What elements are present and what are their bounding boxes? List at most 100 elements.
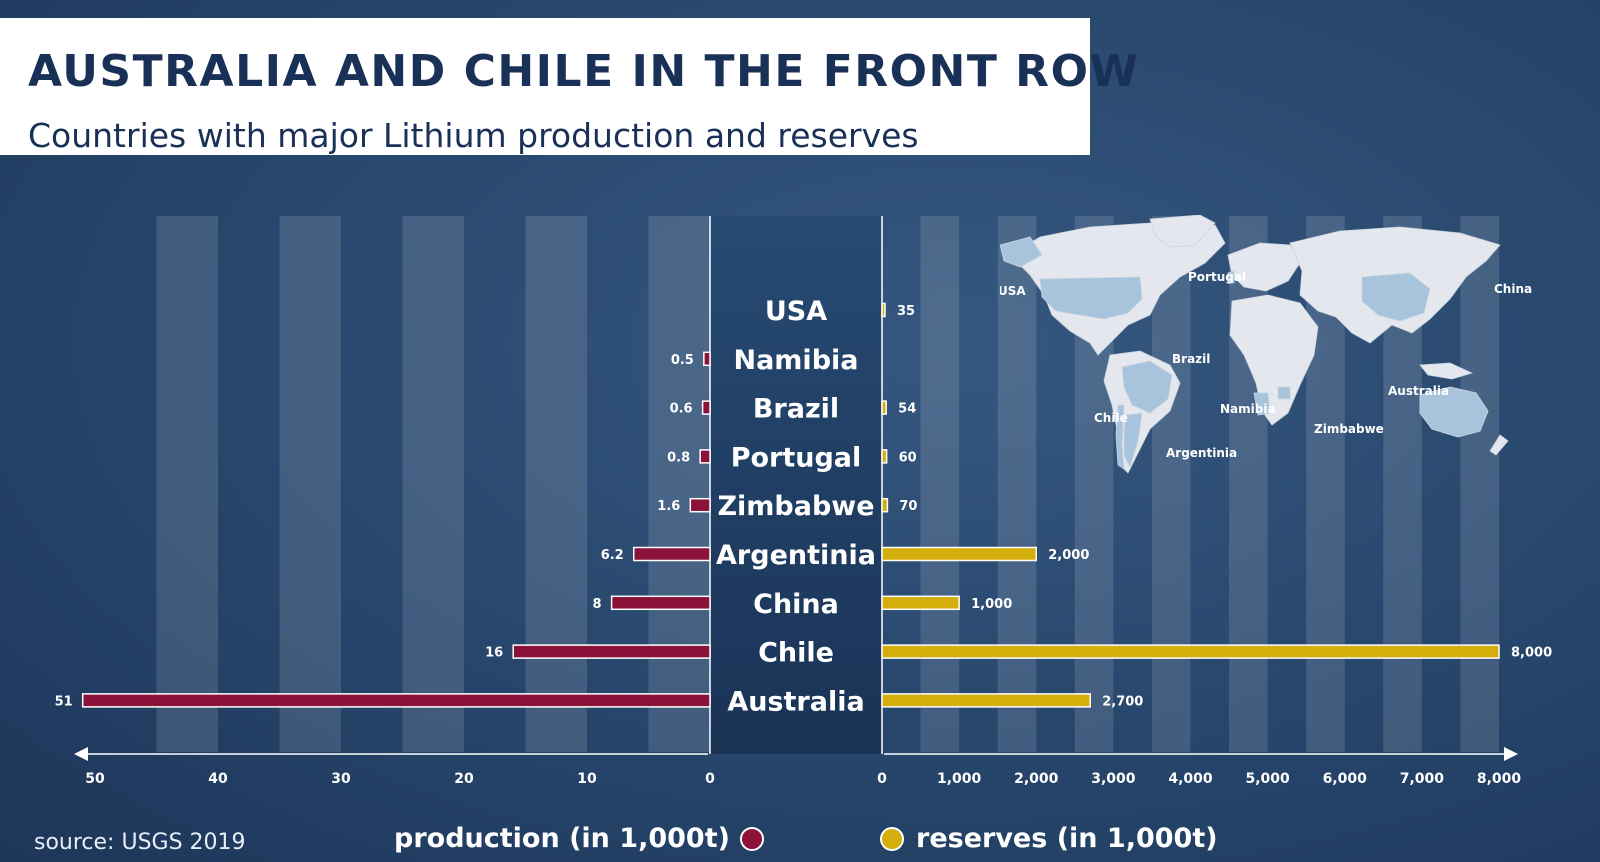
map-label-australia: Australia	[1388, 384, 1449, 398]
grid-stripe	[997, 216, 1037, 752]
category-label: Portugal	[731, 442, 862, 473]
land-indonesia	[1419, 362, 1474, 380]
reserves-bar	[881, 449, 888, 464]
tick-label-right: 3,000	[1091, 771, 1136, 787]
production-bar	[699, 449, 711, 464]
grid-stripe	[648, 216, 710, 752]
legend-reserves-label: reserves (in 1,000t)	[916, 823, 1218, 854]
production-bar	[81, 693, 711, 708]
highlight-argentina	[1123, 412, 1143, 469]
tick-label-right: 8,000	[1477, 771, 1522, 787]
reserves-bar	[881, 302, 886, 318]
category-label: Argentinia	[716, 540, 876, 571]
reserves-value-label: 60	[899, 450, 917, 465]
grid-stripe	[1151, 216, 1191, 752]
reserves-bar	[881, 400, 887, 415]
x-axis-left	[74, 747, 708, 761]
category-label: USA	[765, 296, 827, 327]
tick-label-right: 1,000	[937, 771, 982, 787]
category-label: Chile	[758, 638, 834, 669]
tick-label-left: 10	[577, 771, 597, 787]
legend-reserves-swatch	[880, 826, 904, 851]
map-label-brazil: Brazil	[1172, 352, 1210, 366]
axis-arrow-right	[1504, 747, 1518, 761]
reserves-bar	[881, 546, 1037, 562]
tick-label-right: 7,000	[1400, 771, 1445, 787]
grid-stripe	[402, 216, 464, 752]
reserves-value-label: 2,000	[1048, 548, 1089, 563]
map-label-china: China	[1494, 282, 1532, 296]
production-bar	[512, 644, 711, 659]
production-bar	[703, 351, 711, 367]
production-value-label: 0.5	[671, 353, 694, 368]
source-note: source: USGS 2019	[34, 830, 246, 855]
category-label: Zimbabwe	[717, 491, 874, 522]
tick-label-right: 5,000	[1245, 771, 1290, 787]
production-bar	[701, 400, 711, 415]
category-label: Brazil	[753, 394, 839, 425]
production-value-label: 6.2	[601, 548, 624, 563]
tick-label-right: 2,000	[1014, 771, 1059, 787]
reserves-value-label: 1,000	[971, 597, 1012, 612]
grid-stripe	[525, 216, 587, 752]
production-value-label: 16	[485, 646, 503, 661]
grid-stripe	[1460, 216, 1499, 752]
map-label-portugal: Portugal	[1188, 270, 1246, 284]
production-value-label: 0.8	[667, 450, 690, 465]
tick-label-right: 6,000	[1323, 771, 1368, 787]
map-label-namibia: Namibia	[1220, 402, 1276, 416]
reserves-bar	[881, 693, 1091, 708]
production-value-label: 8	[593, 597, 602, 612]
title-box: AUSTRALIA AND CHILE IN THE FRONT ROW Cou…	[0, 18, 1138, 155]
production-bar	[689, 497, 711, 513]
category-label: Namibia	[733, 345, 858, 376]
reserves-bar	[881, 595, 960, 611]
tick-label-left: 40	[208, 771, 228, 787]
category-label: China	[753, 589, 839, 620]
production-value-label: 1.6	[657, 499, 680, 514]
production-bar	[632, 546, 711, 562]
legend-production-swatch	[739, 826, 764, 851]
chart-title: AUSTRALIA AND CHILE IN THE FRONT ROW	[28, 46, 1140, 97]
land-new-zealand	[1489, 434, 1509, 456]
highlight-alaska	[999, 236, 1043, 268]
production-value-label: 51	[55, 694, 73, 709]
reserves-value-label: 54	[898, 402, 916, 417]
legend-production-label: production (in 1,000t)	[394, 823, 730, 854]
axis-arrow-left	[74, 747, 88, 761]
tick-label-left: 20	[454, 771, 474, 787]
highlight-chile	[1115, 404, 1125, 470]
land-europe	[1227, 242, 1301, 292]
x-axis-right	[884, 747, 1518, 761]
tick-label-left: 50	[85, 771, 105, 787]
highlight-china	[1361, 272, 1431, 322]
highlight-namibia	[1253, 392, 1271, 416]
land-greenland	[1149, 214, 1216, 248]
tick-label-right: 4,000	[1168, 771, 1213, 787]
grid-stripe	[279, 216, 341, 752]
highlight-portugal	[1227, 270, 1235, 284]
grid-stripe	[156, 216, 218, 752]
world-map: USA Portugal China Brazil Chile Namibia …	[998, 214, 1540, 489]
highlight-usa	[1039, 276, 1143, 320]
map-label-chile: Chile	[1094, 411, 1128, 425]
production-value-label: 0.6	[670, 402, 693, 417]
reserves-value-label: 35	[897, 304, 915, 319]
legend-production: production (in 1,000t)	[394, 823, 764, 854]
chart-subtitle: Countries with major Lithium production …	[28, 116, 919, 155]
reserves-bar	[881, 497, 889, 513]
production-bar	[610, 595, 711, 611]
map-label-zimbabwe: Zimbabwe	[1314, 422, 1384, 436]
grid-stripes-left	[156, 216, 710, 752]
legend-reserves: reserves (in 1,000t)	[880, 823, 1218, 854]
land-africa	[1229, 294, 1319, 426]
map-label-argentinia: Argentinia	[1166, 446, 1237, 460]
reserves-value-label: 2,700	[1102, 694, 1143, 709]
category-label: Australia	[727, 686, 864, 717]
map-label-usa: USA	[1000, 284, 1026, 298]
tick-label-right: 0	[877, 771, 887, 787]
highlight-zimbabwe	[1277, 386, 1291, 400]
category-column	[710, 216, 882, 754]
reserves-value-label: 70	[899, 499, 917, 514]
